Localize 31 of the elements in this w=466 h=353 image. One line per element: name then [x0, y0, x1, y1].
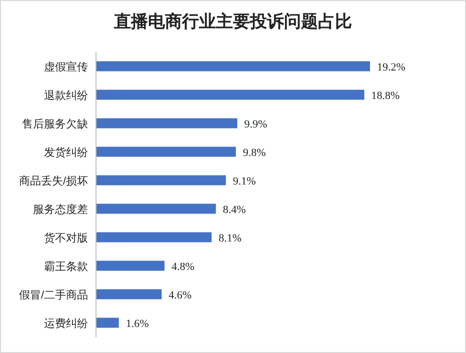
data-label: 18.8%: [371, 90, 400, 102]
y-tick-label: 运费纠纷: [44, 316, 88, 330]
data-label: 4.6%: [168, 289, 192, 302]
bar: [96, 175, 226, 186]
y-tick-label: 商品丢失/损坏: [18, 174, 88, 188]
y-tick-label: 售后服务欠缺: [22, 117, 88, 130]
bar: [96, 146, 236, 157]
y-tick-label: 发货纠纷: [44, 146, 88, 159]
bar: [96, 318, 119, 328]
data-label: 4.8%: [172, 260, 194, 273]
data-label: 1.6%: [126, 318, 149, 330]
bar: [96, 232, 212, 242]
bar: [96, 204, 216, 214]
y-tick-label: 假冒/二手商品: [18, 288, 88, 302]
y-tick-label: 货不对版: [44, 231, 88, 244]
chart-title: 直播电商行业主要投诉问题占比: [113, 12, 352, 31]
y-tick-label: 霸王条款: [44, 260, 88, 273]
data-label: 9.9%: [244, 118, 268, 130]
data-label: 8.1%: [218, 232, 242, 244]
bar: [96, 260, 164, 271]
y-tick-label: 服务态度差: [33, 202, 88, 216]
data-label: 8.4%: [222, 204, 246, 216]
bar: [96, 118, 238, 128]
bar: [96, 289, 162, 300]
bar: [96, 90, 364, 100]
y-tick-label: 虚假宣传: [44, 60, 88, 74]
data-label: 19.2%: [377, 61, 406, 74]
data-label: 9.8%: [242, 146, 266, 159]
data-label: 9.1%: [232, 175, 256, 188]
bar: [96, 61, 370, 72]
y-tick-label: 退款纠纷: [44, 88, 88, 102]
